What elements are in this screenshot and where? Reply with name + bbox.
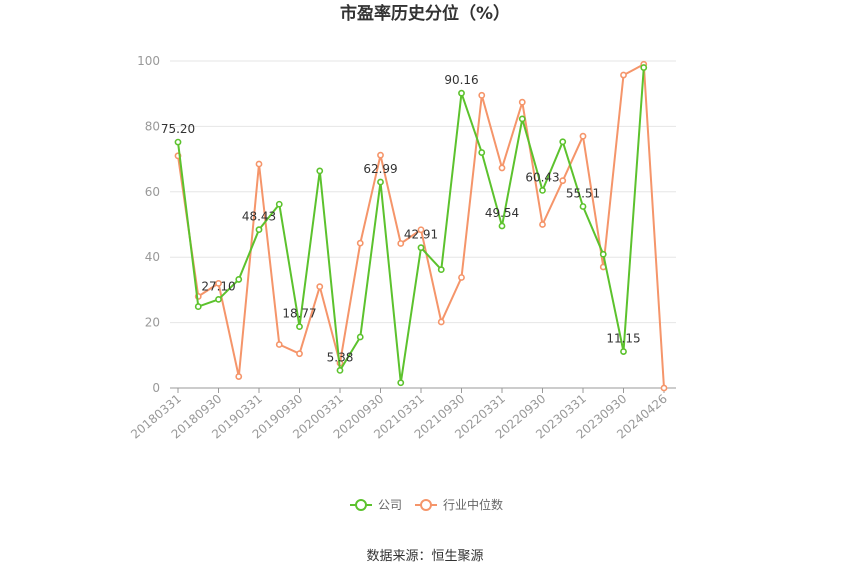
data-point xyxy=(174,138,182,146)
data-point xyxy=(235,276,243,283)
data-point xyxy=(559,138,567,146)
data-point xyxy=(539,186,546,194)
data-point xyxy=(478,149,486,156)
y-tick-label: 80 xyxy=(145,119,160,133)
data-point xyxy=(255,226,263,234)
data-label: 11.15 xyxy=(606,332,640,346)
data-point xyxy=(215,295,222,303)
data-point xyxy=(397,240,405,247)
data-point xyxy=(660,384,668,392)
data-point xyxy=(437,266,445,274)
grid xyxy=(170,60,676,324)
data-label: 75.20 xyxy=(161,122,195,136)
data-label: 42.91 xyxy=(404,228,438,242)
data-point xyxy=(255,160,263,168)
legend-swatch-marker xyxy=(420,499,432,511)
y-tick-label: 60 xyxy=(145,185,160,199)
data-point xyxy=(397,379,405,387)
data-point xyxy=(316,167,324,175)
data-label: 5.38 xyxy=(327,350,354,364)
data-point xyxy=(235,373,243,380)
data-point xyxy=(377,178,384,186)
data-point xyxy=(518,115,526,123)
data-point xyxy=(458,89,465,97)
data-point xyxy=(498,222,506,230)
data-point xyxy=(458,274,465,281)
series-line-0 xyxy=(177,67,645,384)
y-tick-label: 100 xyxy=(137,54,160,68)
legend-item-1[interactable]: 行业中位数 xyxy=(415,497,503,512)
data-point xyxy=(417,226,425,234)
data-point xyxy=(296,323,303,331)
data-point xyxy=(275,200,283,208)
data-point xyxy=(316,283,324,291)
y-tick-label: 20 xyxy=(145,316,160,330)
series-group xyxy=(174,60,668,392)
data-point xyxy=(356,239,364,247)
legend-swatch-marker xyxy=(355,499,367,511)
data-point xyxy=(579,203,587,210)
legend-label: 公司 xyxy=(378,498,402,512)
legend-item-0[interactable]: 公司 xyxy=(350,498,402,512)
data-point xyxy=(620,71,627,79)
data-point xyxy=(275,341,283,348)
data-point xyxy=(640,64,648,71)
data-label: 60.43 xyxy=(525,170,559,184)
data-label: 55.51 xyxy=(566,186,600,200)
data-source: 数据来源：恒生聚源 xyxy=(366,549,483,564)
data-point xyxy=(437,318,445,326)
data-label: 18.77 xyxy=(282,307,316,321)
data-label: 48.43 xyxy=(242,210,276,224)
data-label: 62.99 xyxy=(363,162,397,176)
data-point xyxy=(417,244,425,252)
data-point xyxy=(478,91,486,99)
data-point xyxy=(194,303,202,310)
data-point xyxy=(579,132,587,140)
y-tick-label: 0 xyxy=(152,381,160,395)
data-point xyxy=(599,250,607,258)
legend-label: 行业中位数 xyxy=(443,497,503,512)
data-point xyxy=(518,98,526,106)
data-label: 49.54 xyxy=(485,206,519,220)
data-labels: 75.20 27.10 48.43 18.77 5.38 62.99 42.91 90.16 4… xyxy=(161,73,641,364)
data-point xyxy=(377,151,384,159)
data-point xyxy=(336,367,344,374)
data-point xyxy=(296,350,303,358)
data-label: 90.16 xyxy=(444,73,478,87)
legend[interactable]: 公司 行业中位数 xyxy=(350,497,503,512)
data-point xyxy=(356,333,364,341)
data-point xyxy=(498,164,506,172)
data-point xyxy=(539,221,546,228)
data-point xyxy=(215,279,222,287)
data-point xyxy=(620,348,627,355)
data-label: 27.10 xyxy=(201,279,235,293)
chart-title: 市盈率历史分位（%） xyxy=(340,3,510,24)
y-tick-label: 40 xyxy=(145,250,160,264)
data-point xyxy=(559,177,567,185)
